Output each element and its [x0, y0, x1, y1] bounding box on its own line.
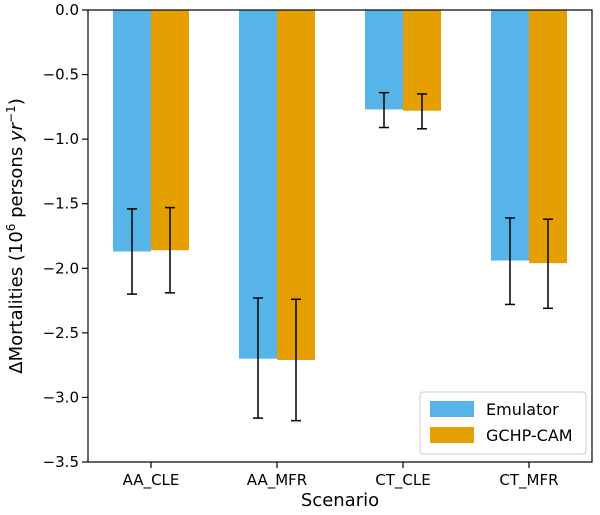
legend-label-gchp-cam: GCHP-CAM	[486, 426, 573, 445]
y-tick-label: −1.0	[43, 130, 79, 148]
y-tick-label: −3.5	[43, 453, 79, 471]
y-tick-label: −0.5	[43, 66, 79, 84]
y-axis: 0.0 −0.5 −1.0 −1.5 −2.0 −2.5 −3.0 −3.5	[43, 1, 88, 471]
x-axis-title: Scenario	[301, 490, 379, 511]
y-axis-title: ΔMortalities (106 persons yr−1)	[4, 98, 27, 373]
x-tick-label-ct-mfr: CT_MFR	[499, 471, 558, 490]
y-tick-label: −2.0	[43, 259, 79, 277]
y-tick-label: −1.5	[43, 195, 79, 213]
legend-label-emulator: Emulator	[486, 400, 559, 419]
legend-swatch-emulator	[430, 401, 474, 417]
x-tick-label-aa-cle: AA_CLE	[123, 471, 180, 490]
y-tick-label: 0.0	[55, 1, 79, 19]
x-axis: AA_CLE AA_MFR CT_CLE CT_MFR	[123, 462, 559, 490]
errorbars-layer	[127, 91, 553, 422]
plot-frame	[87, 9, 593, 463]
y-tick-label: −2.5	[43, 324, 79, 342]
x-tick-label-ct-cle: CT_CLE	[375, 471, 430, 490]
bars-layer	[113, 10, 567, 360]
x-tick-label-aa-mfr: AA_MFR	[247, 471, 307, 490]
y-tick-label: −3.0	[43, 388, 79, 406]
legend-swatch-gchp-cam	[430, 427, 474, 443]
legend: Emulator GCHP-CAM	[419, 391, 587, 455]
